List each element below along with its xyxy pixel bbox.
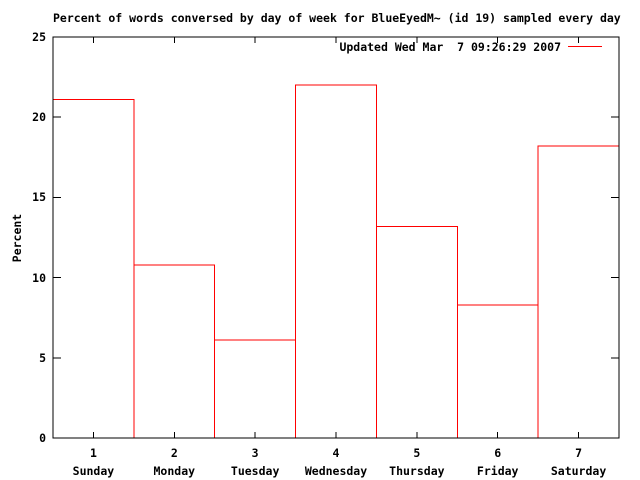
legend-line-sample — [568, 46, 602, 47]
x-tick-number: 6 — [494, 446, 502, 460]
x-tick-number: 4 — [332, 446, 340, 460]
legend-label: Updated Wed Mar 7 09:26:29 2007 — [339, 39, 561, 54]
bar-sunday — [52, 99, 135, 438]
y-tick-label: 15 — [32, 190, 46, 205]
bar-saturday — [537, 145, 620, 438]
x-tick-number: 2 — [170, 446, 178, 460]
y-tick-label: 0 — [39, 431, 46, 445]
x-tick-day: Saturday — [550, 464, 607, 478]
x-tick-day: Monday — [153, 464, 196, 478]
plot-border — [52, 36, 620, 439]
x-tick-day: Tuesday — [230, 464, 280, 478]
x-tick-number: 1 — [89, 446, 97, 460]
x-tick-day: Wednesday — [304, 464, 368, 478]
bar-tuesday — [214, 339, 297, 438]
bar-wednesday — [295, 84, 377, 438]
bar-monday — [133, 264, 216, 438]
x-tick-day: Sunday — [72, 464, 115, 478]
x-tick-number: 3 — [251, 446, 259, 460]
bar-friday — [456, 304, 539, 438]
y-tick-label: 25 — [32, 30, 46, 44]
x-tick-number: 5 — [413, 446, 421, 460]
x-tick-day: Thursday — [389, 464, 445, 478]
legend: Updated Wed Mar 7 09:26:29 2007 — [339, 39, 602, 54]
y-tick-label: 20 — [32, 110, 46, 125]
bar-thursday — [375, 225, 458, 438]
y-tick-label: 10 — [32, 270, 46, 285]
y-tick-label: 5 — [39, 350, 46, 365]
x-tick-day: Friday — [476, 464, 519, 478]
chart-title: Percent of words conversed by day of wee… — [53, 11, 621, 25]
x-tick-number: 7 — [575, 446, 583, 460]
